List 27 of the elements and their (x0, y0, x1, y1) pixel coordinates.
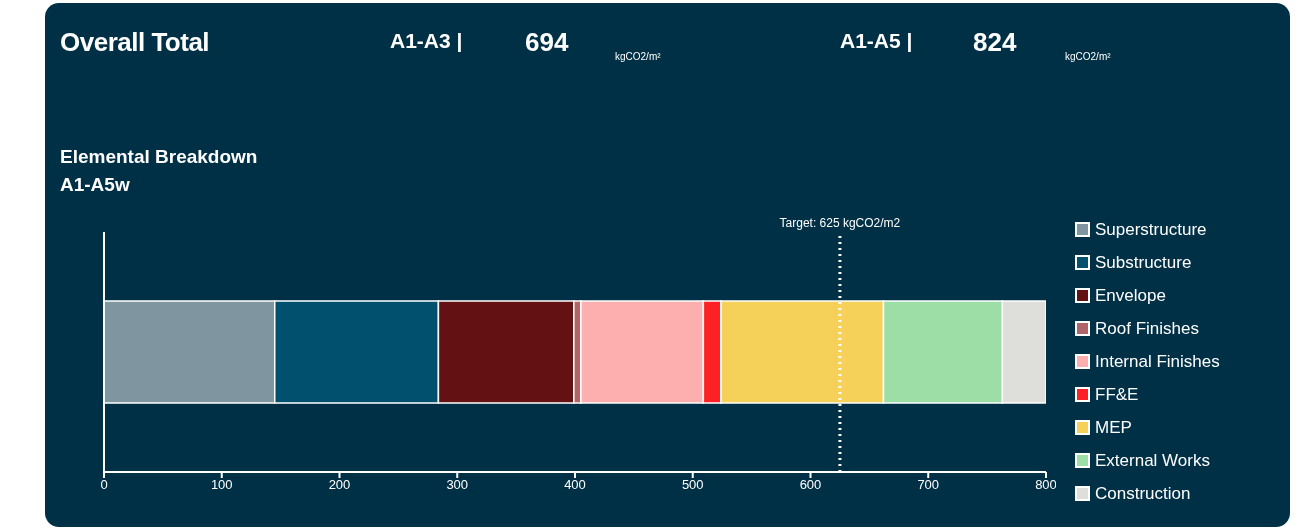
ref-line-label: Target: 625 kgCO2/m2 (779, 216, 901, 230)
legend-label: FF&E (1095, 384, 1139, 405)
legend-label: Internal Finishes (1095, 351, 1220, 372)
x-tick-label: 100 (210, 477, 233, 493)
legend-label: External Works (1095, 450, 1210, 471)
text: kgCO2/m² (615, 51, 661, 62)
x-tick-label: 200 (328, 477, 351, 493)
legend-label: Superstructure (1095, 219, 1207, 240)
x-tick-label: 600 (799, 477, 822, 493)
x-tick-label: 400 (564, 477, 586, 493)
text: A1-A5 | (840, 29, 913, 53)
text: 824 (973, 27, 1017, 58)
text: 694 (525, 27, 569, 58)
chart-subtitle: Elemental Breakdown A1-A5w (60, 145, 258, 197)
x-tick-label: 800 (1035, 477, 1057, 493)
text: kgCO2/m² (1065, 51, 1111, 62)
x-tick-label: 700 (917, 477, 940, 493)
text: A1-A3 | (390, 29, 463, 53)
chart-title: Overall Total (60, 27, 210, 58)
legend-label: Envelope (1095, 285, 1166, 306)
legend-label: Substructure (1095, 252, 1192, 273)
x-tick-label: 300 (446, 477, 469, 493)
x-tick-label: 0 (100, 477, 108, 493)
legend-label: Roof Finishes (1095, 318, 1199, 339)
legend-label: Construction (1095, 483, 1191, 504)
legend-label: MEP (1095, 417, 1132, 438)
x-tick-label: 500 (681, 477, 704, 493)
